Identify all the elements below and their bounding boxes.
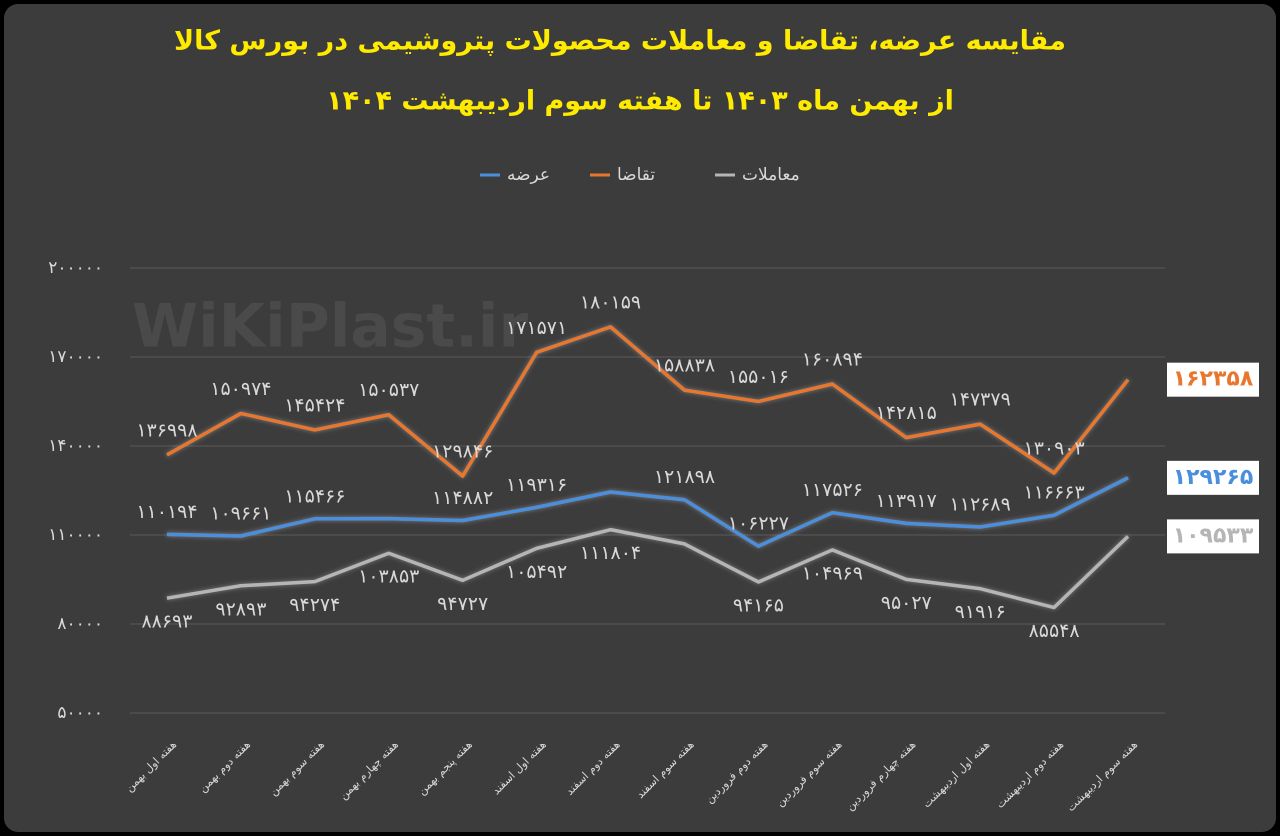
highlight-box [1167, 362, 1259, 397]
data-label: ۱۶۰۸۹۴ [802, 349, 863, 371]
chart-subtitle: از بهمن ماه ۱۴۰۳ تا هفته سوم اردیبهشت ۱۴… [326, 86, 954, 117]
data-label: ۱۱۱۸۰۴ [580, 542, 641, 564]
background [4, 4, 1276, 832]
data-label: ۹۴۷۲۷ [437, 593, 488, 615]
data-label: ۱۵۵۰۱۶ [728, 366, 789, 388]
legend-label: تقاضا [617, 165, 655, 185]
data-label: ۱۱۴۸۸۲ [432, 487, 493, 509]
data-label: ۹۵۰۲۷ [881, 592, 932, 614]
data-label: ۱۷۱۵۷۱ [506, 317, 567, 339]
highlight-label: ۱۶۲۳۵۸ [1173, 367, 1254, 392]
chart-title: مقایسه عرضه، تقاضا و معاملات محصولات پتر… [174, 26, 1066, 57]
data-label: ۱۱۳۹۱۷ [876, 490, 937, 512]
data-label: ۱۰۳۸۵۳ [358, 566, 419, 588]
y-tick-label: ۸۰۰۰۰ [57, 614, 103, 634]
highlight-box [1167, 460, 1259, 495]
data-label: ۱۲۹۸۴۶ [432, 441, 493, 463]
data-label: ۱۱۶۶۶۳ [1023, 482, 1084, 504]
data-label: ۱۰۵۴۹۲ [506, 561, 567, 583]
data-label: ۱۱۰۱۹۴ [136, 501, 197, 523]
legend-label: معاملات [742, 165, 800, 185]
legend-label: عرضه [507, 165, 550, 185]
data-label: ۱۸۰۱۵۹ [580, 291, 641, 313]
data-label: ۱۳۶۹۹۸ [136, 419, 197, 441]
data-label: ۹۴۲۷۴ [289, 594, 340, 616]
data-label: ۱۳۰۹۰۳ [1023, 437, 1084, 459]
series-line [166, 325, 1130, 478]
highlight-box [1167, 519, 1259, 554]
data-label: ۱۱۹۳۱۶ [506, 474, 567, 496]
data-label: ۸۸۶۹۳ [141, 611, 192, 633]
data-label: ۱۴۷۳۷۹ [950, 389, 1011, 411]
data-label: ۱۱۷۵۲۶ [802, 479, 863, 501]
data-label: ۱۴۲۸۱۵ [876, 402, 937, 424]
data-label: ۱۰۶۲۲۷ [728, 513, 789, 535]
y-tick-label: ۱۱۰۰۰۰ [48, 525, 103, 545]
data-label: ۹۲۸۹۳ [215, 598, 266, 620]
highlight-label: ۱۰۹۵۳۳ [1173, 523, 1254, 548]
series-line [166, 476, 1129, 548]
data-label: ۱۱۲۶۸۹ [950, 494, 1011, 516]
data-label: ۱۱۵۴۶۶ [284, 485, 345, 507]
data-label: ۱۵۰۹۷۴ [210, 378, 271, 400]
data-label: ۱۰۴۹۶۹ [802, 562, 863, 584]
data-label: ۸۵۵۴۸ [1029, 620, 1080, 642]
y-tick-label: ۱۷۰۰۰۰ [48, 347, 103, 367]
y-tick-label: ۵۰۰۰۰ [57, 703, 103, 723]
data-label: ۱۵۸۸۳۸ [654, 355, 715, 377]
data-label: ۱۰۹۶۶۱ [210, 503, 271, 525]
highlight-label: ۱۲۹۲۶۵ [1173, 465, 1254, 490]
data-label: ۹۴۱۶۵ [733, 594, 784, 616]
data-label: ۱۴۵۴۲۴ [284, 394, 345, 416]
watermark: WiKiPlast.ir [132, 292, 529, 362]
data-label: ۱۵۰۵۳۷ [358, 379, 419, 401]
y-tick-label: ۱۴۰۰۰۰ [48, 436, 103, 456]
data-label: ۱۲۱۸۹۸ [654, 466, 715, 488]
y-tick-label: ۲۰۰۰۰۰ [48, 258, 103, 278]
series-line [166, 527, 1130, 610]
data-label: ۹۱۹۱۶ [955, 601, 1006, 623]
